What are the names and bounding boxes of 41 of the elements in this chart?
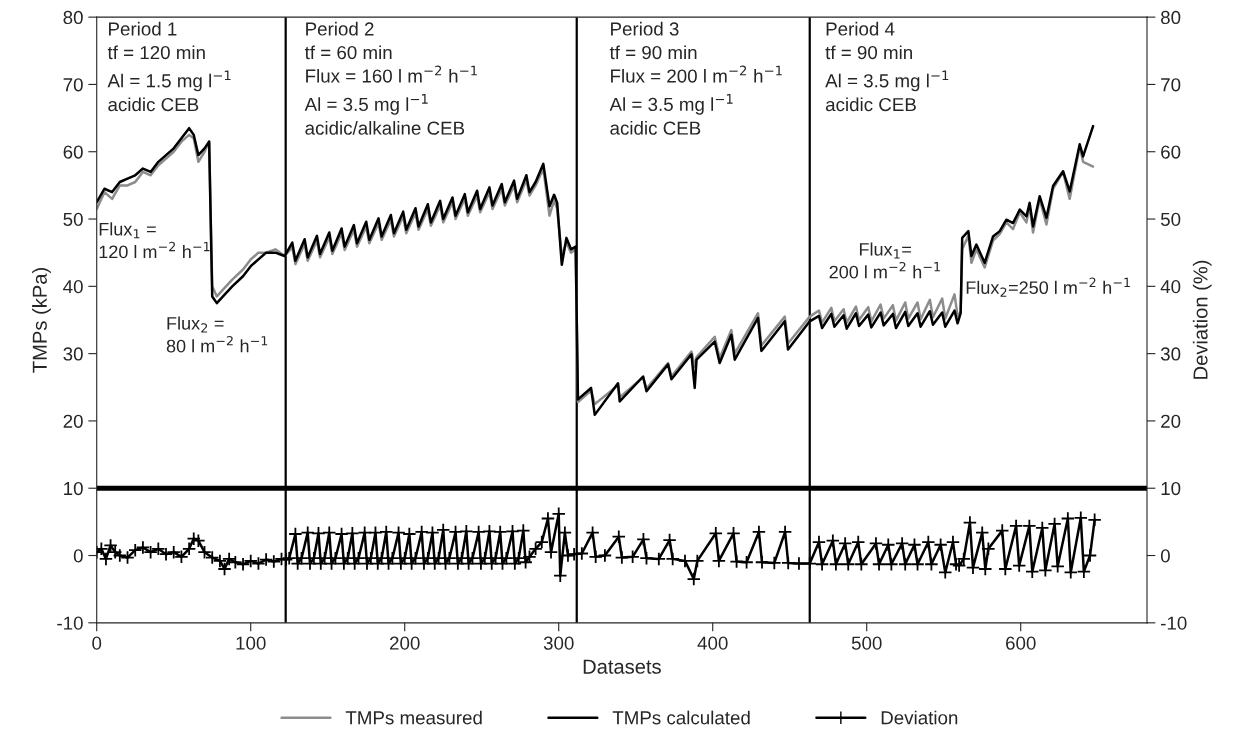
- y2-tick-label: 0: [1160, 549, 1170, 563]
- y-tick-label: 30: [63, 347, 83, 361]
- y-tick-label: 50: [63, 212, 83, 227]
- x-tick-label: 0: [92, 636, 102, 650]
- y-tick-label: -10: [57, 616, 83, 630]
- x-tick-label: 400: [697, 636, 728, 650]
- annotation: Flux$_{1}$= 200 l m$^{−2}$ h$^{−1}$: [829, 242, 940, 279]
- x-tick-label: 600: [1006, 636, 1036, 650]
- y-tick-label: 60: [63, 145, 83, 159]
- x-axis-title: Datasets: [583, 659, 661, 674]
- y2-axis-title: Deviation (%): [1192, 260, 1212, 379]
- text: Period 3 tf = 90 min Flux = 200 l m$^{−2}$ h$^{−1}$ Al = 3.5 mg l$^{−1}$ acidic CEB: [609, 21, 782, 135]
- y2-tick-label: -10: [1161, 616, 1187, 630]
- text: Period 2 tf = 60 min Flux = 160 l m$^{−2}$ h$^{−1}$ Al = 3.5 mg l$^{−1}$ acidic/alkaline CEB: [304, 21, 477, 135]
- y2-tick-label: 80: [1161, 10, 1181, 25]
- y2-tick-label: 60: [1161, 145, 1181, 159]
- legend-label: TMPs measured: [345, 710, 482, 725]
- x-tick-label: 300: [543, 636, 574, 650]
- y-tick-label: 80: [63, 10, 83, 25]
- y2-tick-label: 40: [1160, 280, 1181, 294]
- y2-tick-label: 20: [1161, 414, 1181, 428]
- y2-tick-label: 50: [1160, 212, 1181, 227]
- x-tick-label: 500: [851, 636, 882, 650]
- annotation: Flux$_{2}$ = 80 l m$^{−2}$ h$^{−1}$: [166, 316, 268, 353]
- annotation: Flux$_{2}$=250 l m$^{−2}$ h$^{−1}$: [966, 277, 1130, 297]
- y-tick-label: 10: [64, 481, 83, 496]
- annotation: Flux$_{1}$ = 120 l m$^{−2}$ h$^{−1}$: [99, 222, 210, 259]
- text: Period 1 tf = 120 min Al = 1.5 mg l$^{−1}$ acidic CEB: [107, 21, 231, 112]
- x-tick-label: 200: [390, 636, 420, 650]
- legend-label: TMPs calculated: [612, 710, 750, 725]
- y-axis-title: TMPs (kPa): [32, 268, 51, 373]
- y-tick-label: 40: [63, 280, 83, 294]
- y2-tick-label: 30: [1160, 347, 1181, 361]
- y2-tick-label: 70: [1161, 78, 1181, 92]
- legend-label: Deviation: [881, 710, 958, 725]
- x-tick-label: 100: [236, 636, 266, 650]
- y-tick-label: 0: [73, 549, 83, 563]
- y-tick-label: 20: [63, 414, 83, 428]
- text: Period 4 tf = 90 min Al = 3.5 mg l$^{−1}$ acidic CEB: [825, 21, 949, 112]
- y-tick-label: 70: [63, 78, 83, 92]
- y2-tick-label: 10: [1161, 481, 1181, 496]
